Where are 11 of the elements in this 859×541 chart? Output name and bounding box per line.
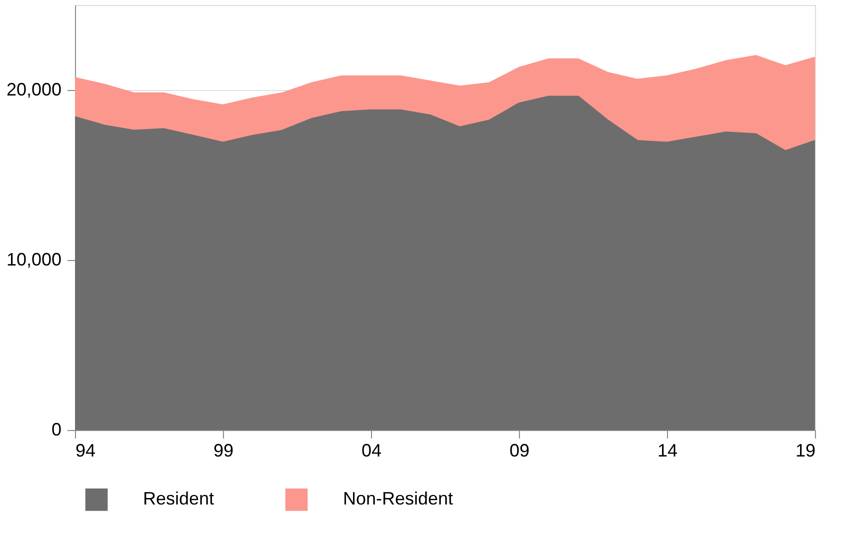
y-tick-label: 0 bbox=[51, 420, 62, 440]
y-tick-label: 20,000 bbox=[6, 80, 62, 100]
legend-label: Non-Resident bbox=[343, 488, 454, 509]
y-tick-label: 10,000 bbox=[6, 250, 62, 270]
x-tick-label: 14 bbox=[657, 440, 678, 460]
x-tick-label: 19 bbox=[795, 440, 816, 460]
x-tick-label: 99 bbox=[213, 440, 234, 460]
legend-label: Resident bbox=[143, 488, 214, 509]
x-tick-label: 09 bbox=[509, 440, 530, 460]
x-tick-label: 04 bbox=[361, 440, 382, 460]
x-tick-label: 94 bbox=[76, 440, 96, 460]
